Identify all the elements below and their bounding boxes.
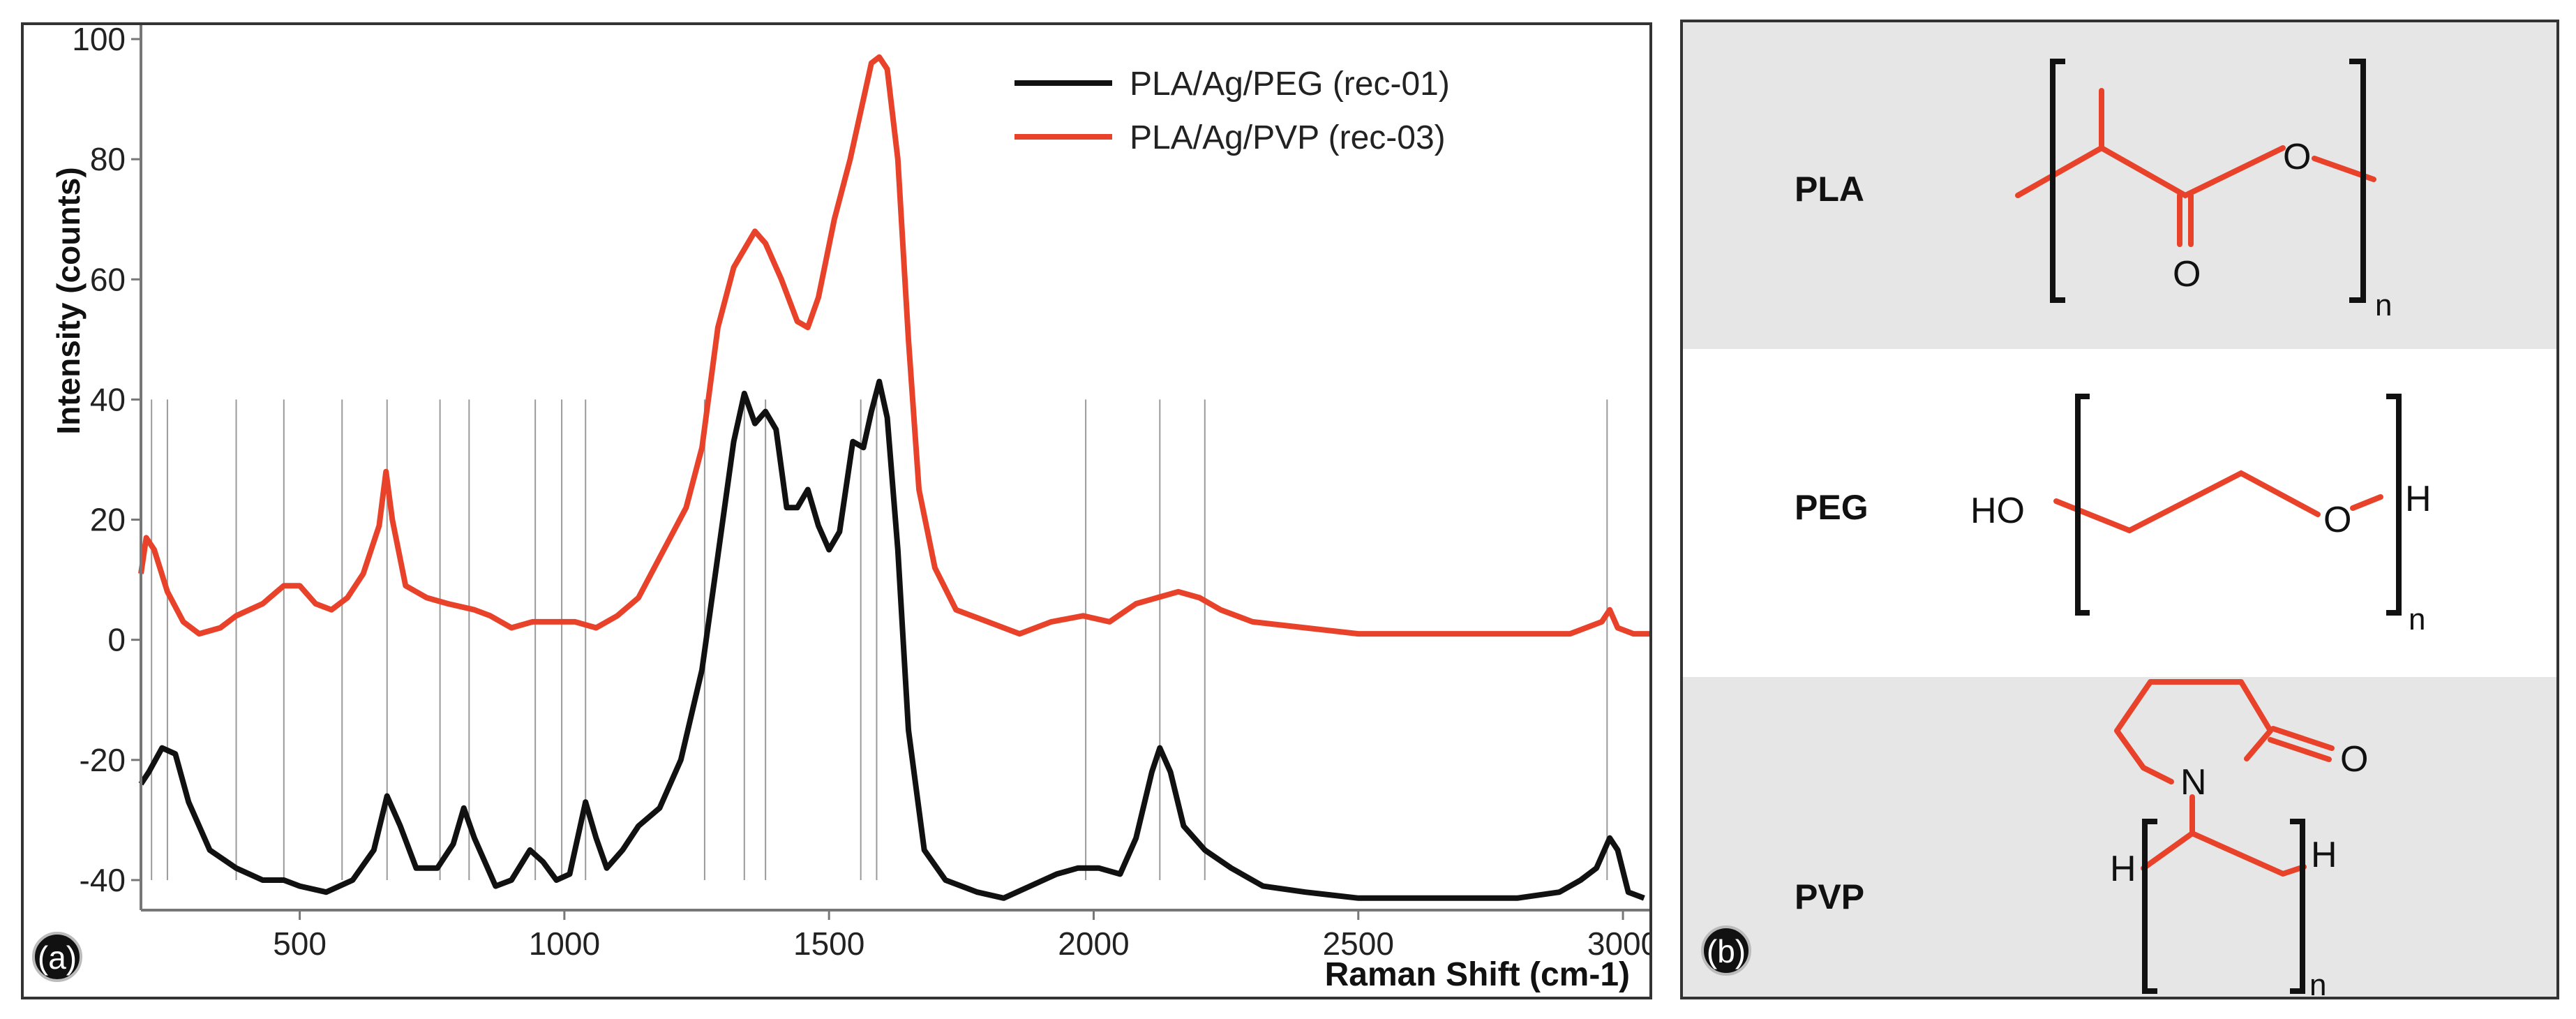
y-tick-label: -40 [80,862,126,898]
pvp-backbone [2141,831,2307,877]
pla-name: PLA [1795,170,1864,209]
x-axis-label: Raman Shift (cm-1) [1325,956,1630,993]
panel-a-badge: (a) [32,932,82,982]
pvp-ring [2114,679,2273,771]
structures-panel: PLA PEG PVP O O n HO O H n [1680,20,2559,999]
pvp-structure [2114,679,2335,877]
pvp-hydrogen-left: H [2110,849,2136,889]
peg-brackets [2075,394,2402,616]
y-tick-label: 60 [90,261,126,297]
pla-brackets [2050,59,2366,303]
pvp-subscript: n [2309,968,2326,997]
pla-backbone [2015,144,2286,199]
panel-b-badge-circle [1701,925,1751,976]
y-tick-label: 40 [90,381,126,417]
x-tick-label: 2500 [1323,925,1394,962]
panel-a-label: (a) [38,939,77,976]
x-tick-label: 1500 [793,925,864,962]
legend-label-pvp: PLA/Ag/PVP (rec-03) [1130,119,1446,156]
peg-hydroxyl: HO [1970,491,2025,531]
pla-carbonyl-bond [2177,193,2194,247]
pla-structure [2015,88,2376,247]
x-tick-label: 500 [273,925,327,962]
axes [131,25,1649,920]
pla-band [1683,22,2556,349]
pvp-name: PVP [1795,877,1865,916]
series-line-1 [138,54,1649,637]
series-line-0 [138,378,1645,901]
raman-chart: -40 -20 0 20 40 60 80 100 500 1000 1500 2000 2500 300… [32,25,1649,993]
pvp-ring-n-bond [2141,765,2174,784]
y-tick-label: 20 [90,502,126,538]
peg-backbone [2053,470,2321,534]
peg-h-bond [2350,494,2383,511]
legend: PLA/Ag/PEG (rec-01) PLA/Ag/PVP (rec-03) [1014,66,1450,156]
pla-carbonyl-oxygen: O [2173,254,2201,295]
peg-band [1683,349,2556,677]
y-tick-label: 100 [72,25,126,57]
peak-marker-lines [151,399,1608,880]
x-tick-label: 2000 [1058,925,1129,962]
y-tick-label: 0 [107,622,126,658]
peg-oxygen: O [2323,500,2351,540]
peg-subscript: n [2409,602,2425,637]
pvp-carbonyl-bond [2268,726,2335,762]
pla-ring-oxygen: O [2283,137,2311,177]
x-tick-label: 1000 [529,925,600,962]
x-tick-label: 3000 [1587,925,1649,962]
peg-name: PEG [1795,488,1869,527]
panel-b-label: (b) [1707,933,1746,969]
legend-label-peg: PLA/Ag/PEG (rec-01) [1130,66,1450,103]
tick-labels: -40 -20 0 20 40 60 80 100 500 1000 1500 2000 2500 300… [72,25,1649,962]
y-tick-label: -20 [80,742,126,778]
panel-b-badge: (b) [1701,925,1751,976]
pvp-nitrogen: N [2180,762,2207,803]
pvp-hydrogen-right: H [2311,835,2337,875]
series-layer [138,54,1649,901]
y-axis-label: Intensity (counts) [50,167,87,434]
pla-subscript: n [2375,288,2392,322]
peg-structure [2053,470,2383,534]
pvp-brackets [2142,819,2305,994]
structure-drawings: O O n HO O H n N O H H n [1701,59,2432,997]
chart-panel: -40 -20 0 20 40 60 80 100 500 1000 1500 2000 2500 300… [21,22,1652,999]
pvp-oxygen: O [2340,739,2368,780]
peg-hydrogen: H [2405,479,2432,519]
y-tick-label: 80 [90,141,126,177]
panel-a-badge-circle [32,932,82,982]
